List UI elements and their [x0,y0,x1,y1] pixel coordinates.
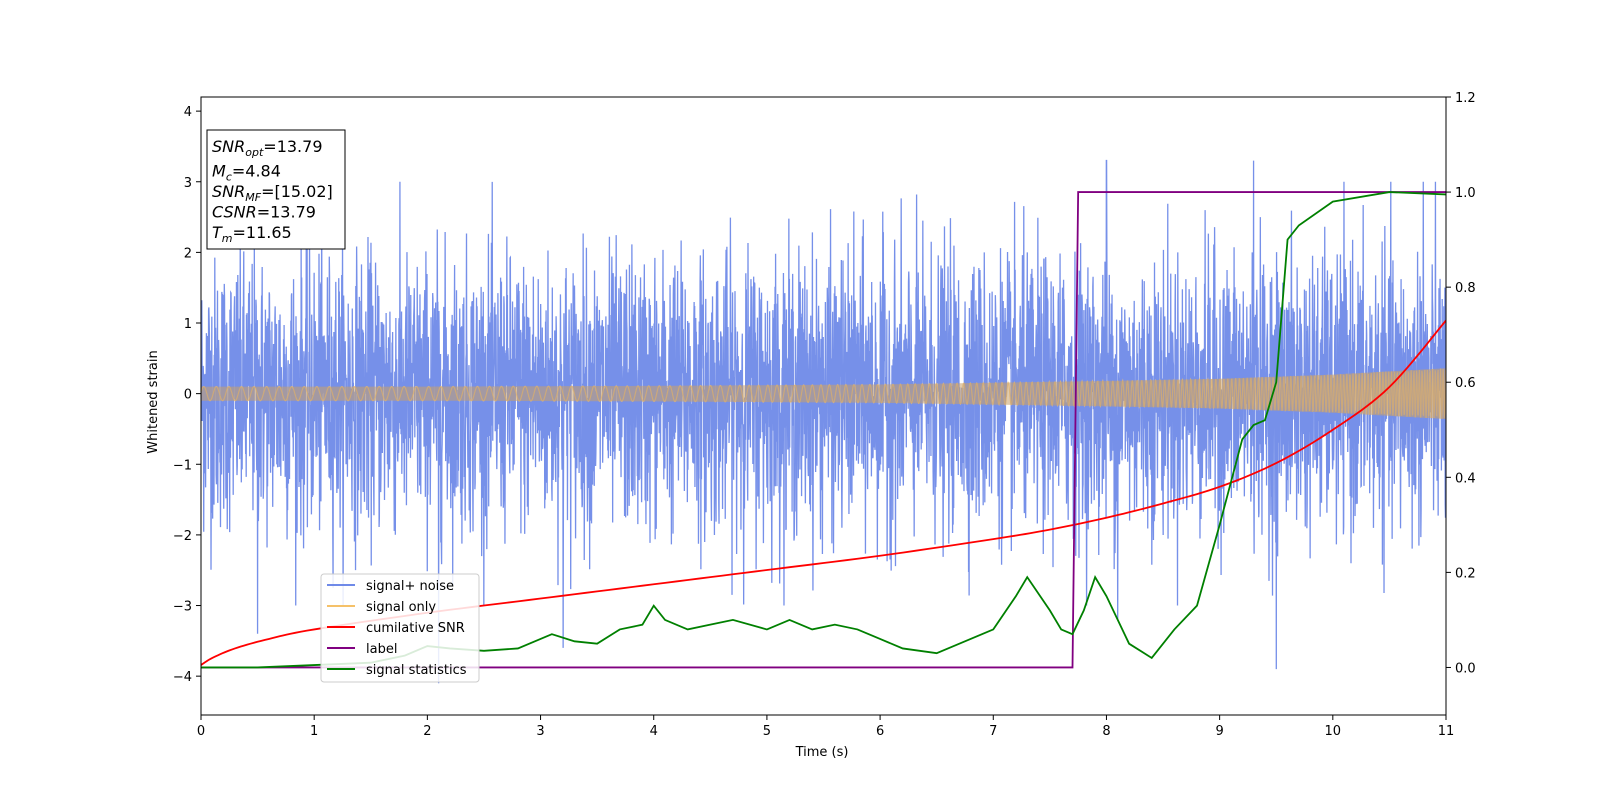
y-left-tick-label: 0 [184,388,192,403]
y-right-tick-label: 0.0 [1455,661,1476,676]
x-tick-label: 0 [197,724,205,739]
series-signal-noise-line [201,159,1446,684]
series-signal-only-envelope [201,368,1446,420]
x-tick-label: 9 [1215,724,1223,739]
legend-label: signal+ noise [366,579,454,594]
series-signal-statistics-line [201,191,1446,669]
y-left-tick-label: 3 [184,176,192,191]
x-tick-label: 2 [423,724,431,739]
y-left-tick-label: −1 [173,458,192,473]
x-tick-label: 1 [310,724,318,739]
annotation-line: Mc=4.84 [212,162,281,184]
x-axis-label: Time (s) [795,745,849,760]
x-tick-label: 11 [1438,724,1455,739]
y-left-tick-label: −3 [173,600,192,615]
plot-area [201,159,1446,684]
y-right-tick-label: 1.0 [1455,186,1476,201]
y-right-tick-label: 1.2 [1455,91,1476,106]
legend-label: signal statistics [366,663,467,678]
legend-item-signal-only: signal only [327,600,436,615]
x-tick-label: 5 [763,724,771,739]
y-right-tick-label: 0.2 [1455,566,1476,581]
annotation-line: CSNR=13.79 [212,203,316,222]
legend-label: label [366,642,397,657]
annotation-line: SNRMF=[15.02] [212,182,333,204]
y-right-tick-label: 0.6 [1455,376,1476,391]
legend-item-label: label [327,642,397,657]
legend-item-signal-statistics: signal statistics [327,663,467,678]
x-tick-label: 10 [1325,724,1342,739]
legend-frame [320,573,480,683]
x-tick-label: 8 [1102,724,1110,739]
y-left-tick-label: 2 [184,246,192,261]
series-label-line [201,191,1446,669]
x-tick-label: 7 [989,724,997,739]
x-tick-label: 3 [536,724,544,739]
y-axis-label: Whitened strain [146,350,161,453]
legend-item-signal-noise: signal+ noise [327,579,454,594]
annotation-line: SNRopt=13.79 [212,137,323,159]
x-tick-label: 6 [876,724,884,739]
legend-item-cumulative-snr: cumilative SNR [327,621,465,636]
annotation-box: SNRopt=13.79 Mc=4.84SNRMF=[15.02]CSNR=13.… [206,129,346,250]
legend-label: signal only [366,600,436,615]
y-left-tick-label: −2 [173,529,192,544]
annotation-line: Tm=11.65 [212,223,292,245]
series-cumulative-snr-line [201,319,1446,666]
legend: signal+ noise signal only cumilative SNR la… [320,573,480,683]
y-left-tick-label: 4 [184,105,192,120]
y-left-tick-label: −4 [173,670,192,685]
y-right-tick-label: 0.8 [1455,281,1476,296]
annotation-box-frame [206,129,346,250]
y-right-tick-label: 0.4 [1455,471,1476,486]
legend-label: cumilative SNR [366,621,465,636]
axes-frame [200,96,1447,716]
y-left-tick-label: 1 [184,317,192,332]
x-tick-label: 4 [650,724,658,739]
